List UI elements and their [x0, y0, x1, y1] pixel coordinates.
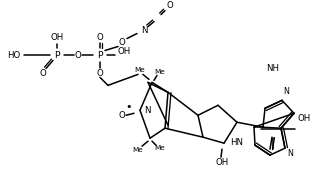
- Text: O: O: [119, 38, 125, 47]
- Text: N: N: [141, 26, 147, 35]
- Text: O: O: [97, 33, 103, 42]
- Text: O: O: [119, 111, 125, 120]
- Text: HN: HN: [230, 138, 243, 147]
- Text: O: O: [167, 1, 173, 10]
- Text: P: P: [97, 51, 103, 60]
- Text: HO: HO: [7, 51, 21, 60]
- Text: N: N: [287, 149, 293, 158]
- Text: NH: NH: [267, 64, 280, 73]
- Text: OH: OH: [50, 33, 64, 42]
- Text: O: O: [40, 69, 46, 78]
- Text: Me: Me: [135, 67, 145, 73]
- Text: N: N: [283, 87, 289, 96]
- Text: O: O: [97, 69, 103, 78]
- Text: O: O: [75, 51, 81, 60]
- Text: Me: Me: [155, 145, 165, 151]
- Text: OH: OH: [215, 158, 229, 167]
- Text: Me: Me: [133, 147, 144, 153]
- Text: N: N: [144, 106, 151, 115]
- Text: Me: Me: [155, 69, 165, 75]
- Text: •: •: [126, 102, 132, 112]
- Text: P: P: [54, 51, 60, 60]
- Text: OH: OH: [118, 47, 131, 56]
- Text: OH: OH: [298, 114, 311, 123]
